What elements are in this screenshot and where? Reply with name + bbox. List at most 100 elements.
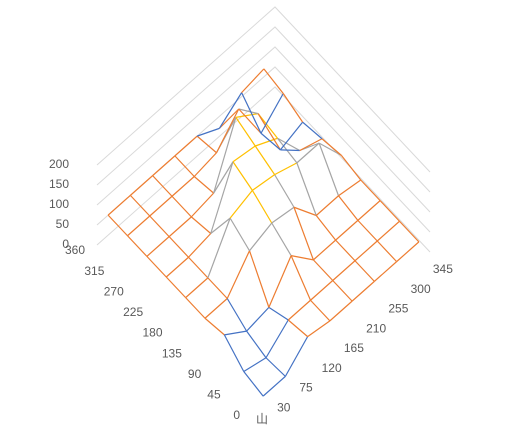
surface-segment [213,117,237,194]
surface-segment [204,298,228,319]
surface-segment [277,137,301,152]
surface-segment [284,336,309,377]
surface-segment [149,215,170,238]
surface-segment [399,220,420,243]
grid-line [96,6,431,173]
surface-segment [152,175,173,197]
surface-segment [165,256,189,278]
surface-segment [213,161,234,194]
surface-segment [280,149,300,152]
surface-segment [171,195,192,218]
surface-segment [274,174,295,208]
surface-segment [246,306,270,332]
surface-segment [291,255,314,261]
x-tick-label: 45 [207,388,221,402]
surface-segment [241,92,262,134]
surface-segment [265,357,286,377]
surface-segment [373,261,398,282]
surface-segment [224,330,247,336]
surface-segment [232,161,253,191]
surface-segment [226,298,248,332]
surface-segment [146,236,170,257]
surface-segment [257,113,278,139]
surface-segment [376,240,398,263]
surface-segment [129,175,154,196]
surface-segment [207,217,231,279]
surface-segment [218,92,243,129]
surface-segment [293,206,317,217]
surface-segment [282,93,304,123]
z-tick-label: 100 [49,197,69,211]
surface-segment [315,195,339,216]
surface-segment [248,250,270,308]
surface-segment [260,93,284,134]
surface-segment [357,200,381,221]
surface-segment [252,174,275,191]
surface-segment [335,219,359,241]
surface-segment [204,317,225,336]
surface-segment [223,334,245,372]
surface-segment [354,260,375,282]
surface-segment [168,236,189,258]
surface-segment [263,68,284,94]
surface-segment [312,239,337,261]
surface-segment [127,235,148,257]
surface-segment [340,155,362,181]
surface-segment [127,215,151,237]
surface-segment [249,222,273,252]
surface-segment [268,255,292,308]
surface-segment [302,121,323,140]
surface-segment [354,240,378,262]
surface-segment [226,250,251,299]
x-tick-label: 225 [123,305,143,319]
surface-segment [271,222,292,256]
surface-segment [190,192,215,218]
surface-segment [268,306,289,321]
surface-segment [235,117,256,147]
surface-segment [321,138,342,156]
x-tick-label: 180 [142,326,162,340]
x-tick-label: 315 [84,264,104,278]
surface-segment [174,155,195,177]
surface-segment [174,135,198,157]
surface-segment [287,299,311,321]
surface-segment [168,216,192,238]
surface-segment [185,297,206,319]
y-tick-label: 255 [388,302,408,316]
surface-segment [146,255,167,278]
surface-segment [193,152,217,177]
surface-segment [238,108,259,115]
surface-segment [335,239,356,262]
surface-segment [251,190,273,224]
grid-line [96,46,431,213]
y-tick-label: 120 [322,361,342,375]
surface-segment [257,113,281,151]
surface-segment [229,217,251,252]
surface-segment [360,179,381,202]
surface-segment [318,142,340,196]
z-tick-label: 200 [49,157,69,171]
surface-segment [396,241,420,263]
surface-segment [260,132,281,151]
surface-segment [357,219,378,242]
surface-segment [210,217,231,234]
surface-segment [299,138,323,152]
surface-segment [196,127,220,137]
y-tick-label: 210 [366,321,386,335]
surface-segment [229,189,253,219]
surface-segment [262,375,286,397]
surface-segment [218,108,240,129]
surface-segment [271,206,295,224]
y-tick-label: 300 [411,282,431,296]
surface-segment [215,108,240,154]
surface-segment [188,233,212,258]
surface-segment [152,155,176,177]
surface-segment [210,161,234,234]
surface-segment [107,214,128,237]
axis-label: 山 [256,412,268,426]
z-tick-label: 0 [62,237,69,251]
z-tick-label: 50 [56,217,70,231]
grid-line [96,66,431,233]
surface-segment [332,280,353,302]
